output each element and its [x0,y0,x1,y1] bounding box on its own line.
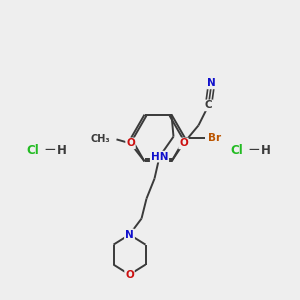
Text: O: O [179,138,188,148]
Text: N: N [125,230,134,240]
Text: N: N [125,230,134,240]
Text: O: O [126,138,135,148]
Text: H: H [57,143,67,157]
Text: −: − [44,142,56,158]
Text: Br: Br [208,133,222,143]
Text: N: N [207,78,216,88]
Text: CH₃: CH₃ [91,134,110,144]
Text: HN: HN [151,152,168,162]
Text: Cl: Cl [27,143,39,157]
Text: O: O [125,270,134,280]
Text: H: H [261,143,271,157]
Text: −: − [248,142,260,158]
Text: C: C [205,100,212,110]
Text: Cl: Cl [231,143,243,157]
